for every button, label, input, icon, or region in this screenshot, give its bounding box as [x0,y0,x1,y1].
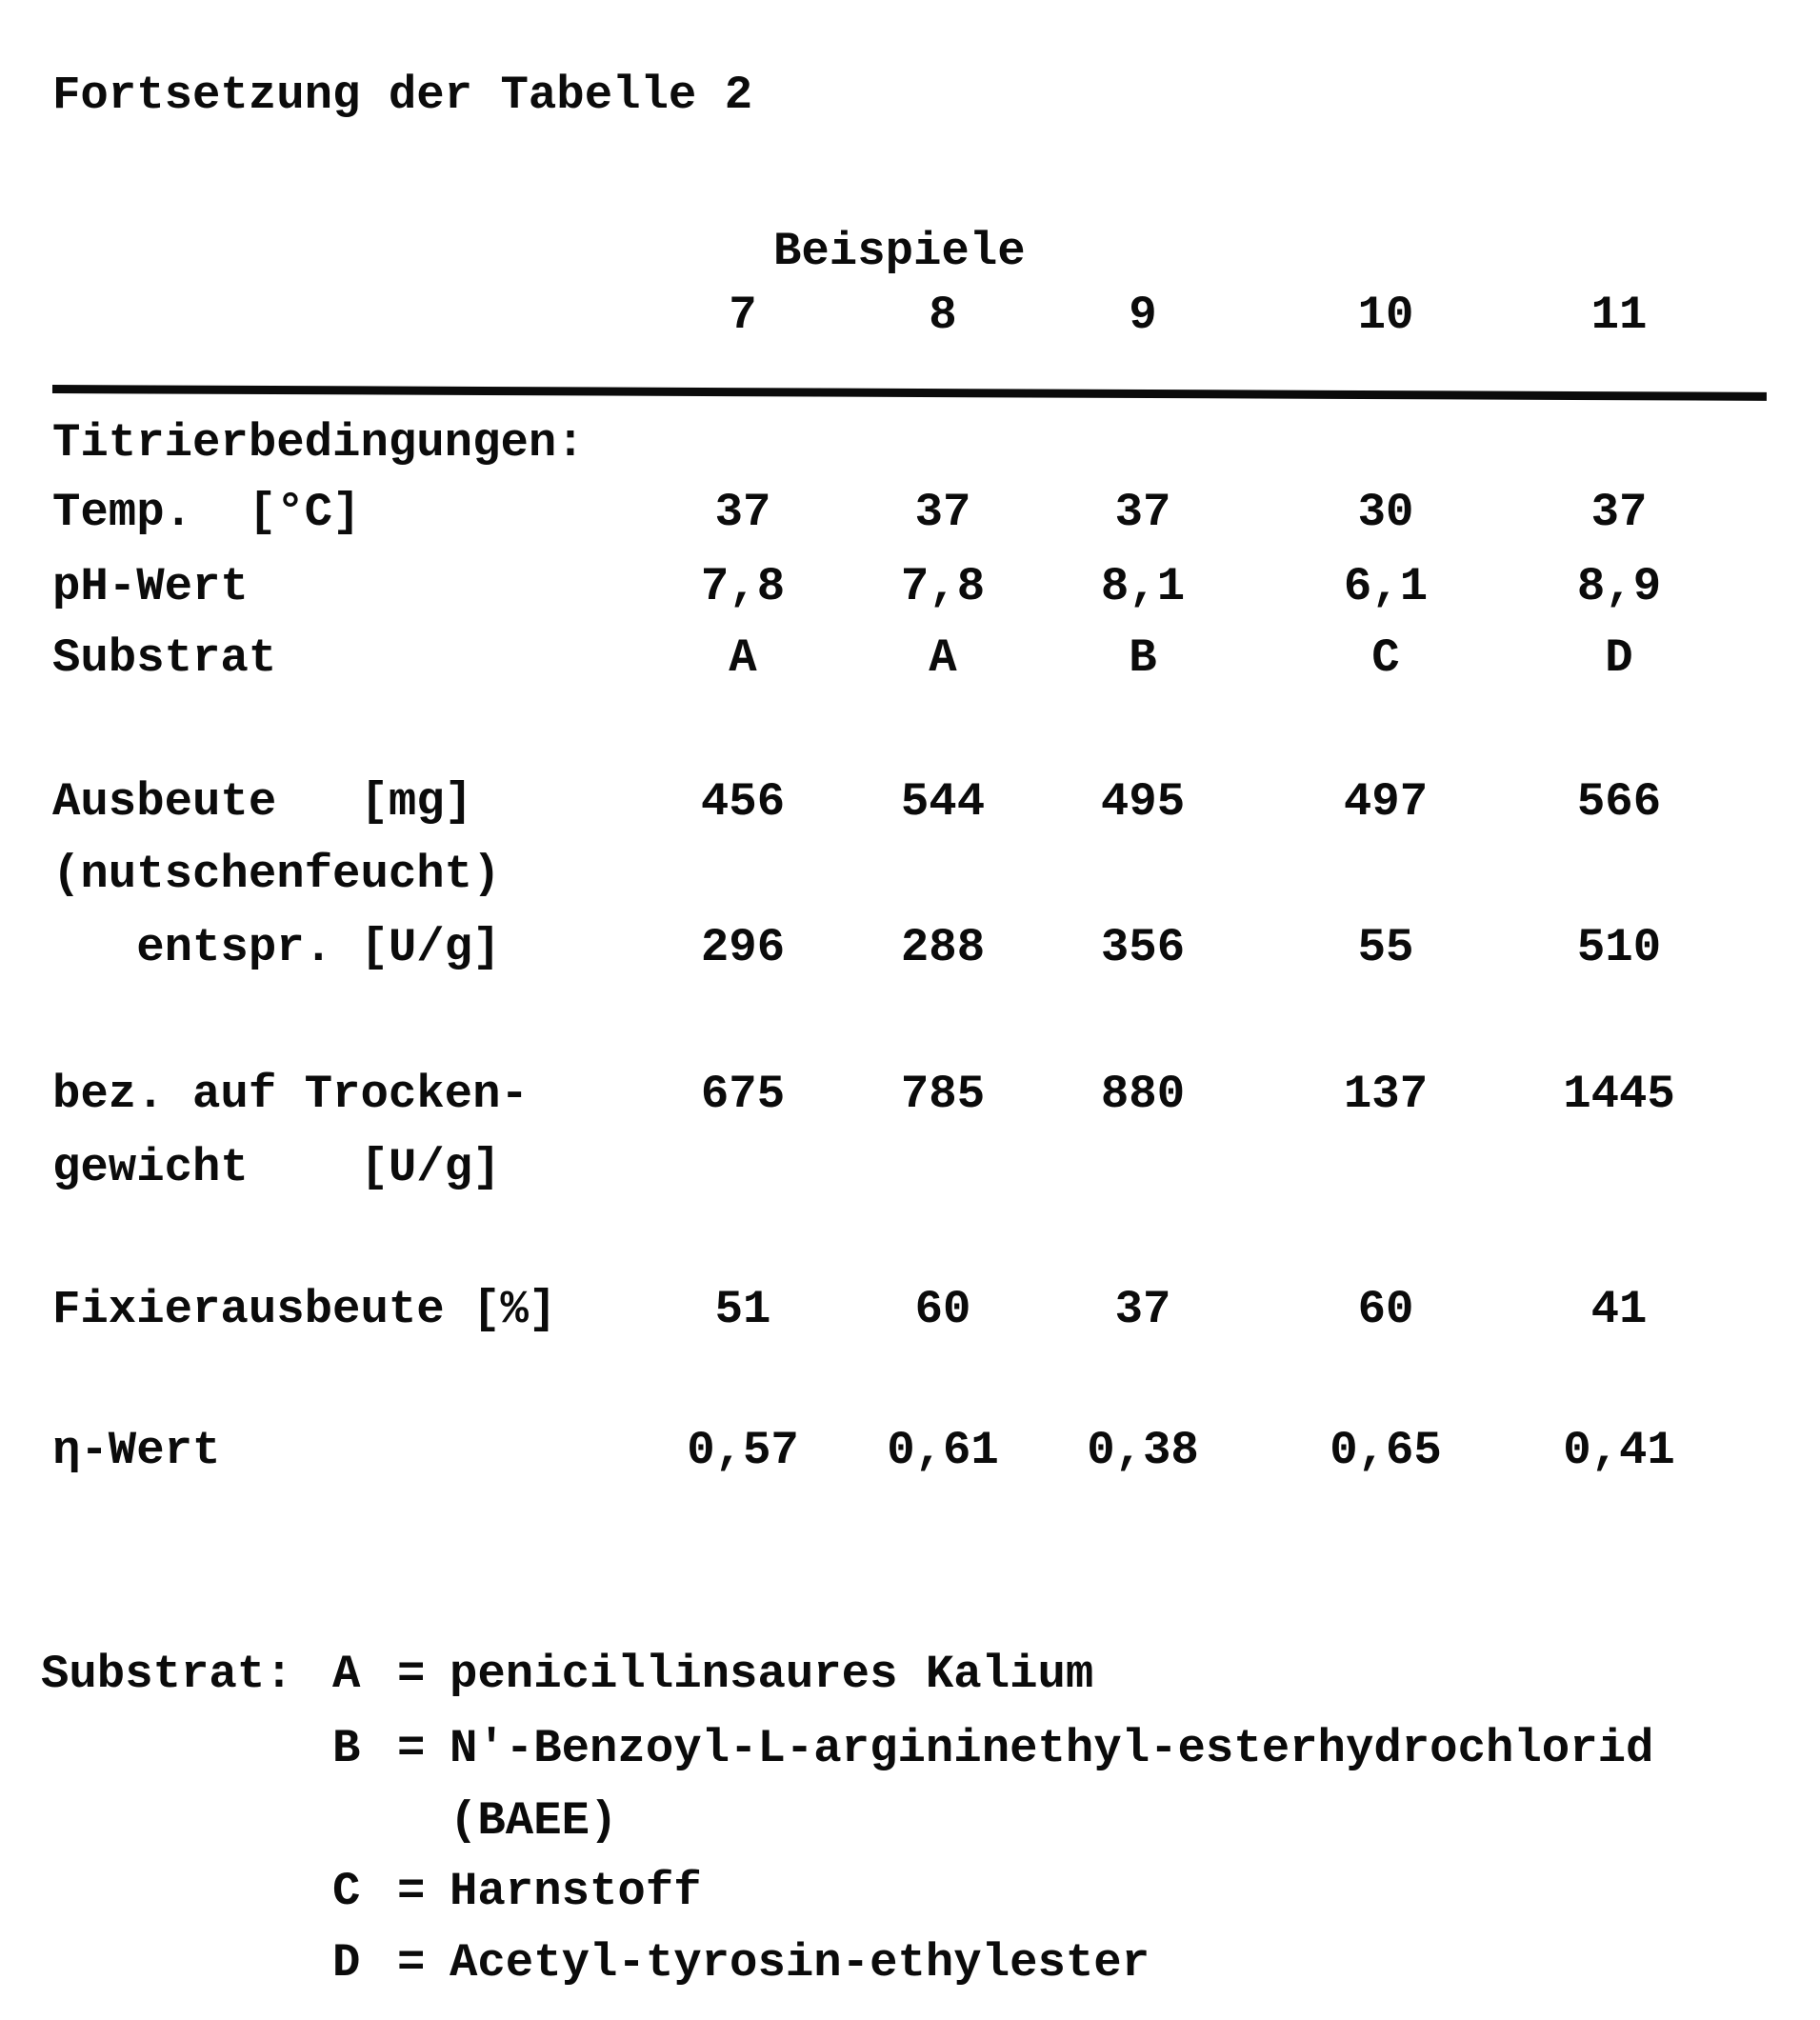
legend-key: D [332,1936,361,1990]
cell-value: 37 [1590,486,1648,539]
table-row: Fixierausbeute [%] 51 60 37 60 41 [0,1283,1705,1336]
cell-value: B [1129,631,1157,685]
row-label: entspr. [U/g] [52,921,501,974]
legend-text: (BAEE) [450,1794,618,1848]
table-row: Substrat A A B C D [0,631,1705,685]
row-label: Fixierausbeute [%] [52,1283,557,1336]
table-row: Titrierbedingungen: [0,416,1705,470]
cell-value: 51 [714,1283,771,1336]
cell-value: 60 [1357,1283,1414,1336]
legend-row: B = N'-Benzoyl-L-argininethyl-esterhydro… [41,1722,1784,1775]
cell-value: 41 [1590,1283,1648,1336]
legend-prefix [41,1722,332,1775]
cell-value: C [1371,631,1400,685]
row-label: pH-Wert [52,560,249,613]
legend-prefix [41,1794,332,1848]
legend-text: N'-Benzoyl-L-argininethyl-esterhydrochlo… [450,1722,1654,1775]
cell-value: 356 [1100,921,1186,974]
cell-value: 8,1 [1100,560,1186,613]
legend-text: Harnstoff [450,1865,702,1918]
cell-value: 495 [1100,775,1186,829]
cell-value: 456 [700,775,786,829]
table-row: gewicht [U/g] [0,1141,1705,1194]
legend-prefix [41,1865,332,1918]
column-header: 11 [1590,289,1648,342]
table-column-header-row: 7 8 9 10 11 [0,289,1705,342]
legend-equals: = [397,1865,426,1918]
row-label: Titrierbedingungen: [52,416,585,470]
row-label: (nutschenfeucht) [52,848,501,901]
legend-row: C = Harnstoff [41,1865,1784,1918]
page-title: Fortsetzung der Tabelle 2 [52,69,753,122]
cell-value: 675 [700,1068,786,1121]
legend-row: (BAEE) [41,1794,1784,1848]
legend-key: A [332,1648,361,1701]
legend-equals: = [397,1648,426,1701]
cell-value: 37 [1114,486,1171,539]
cell-value: 0,41 [1563,1424,1675,1477]
cell-value: 0,65 [1330,1424,1442,1477]
column-header: 8 [929,289,957,342]
table-row: entspr. [U/g] 296 288 356 55 510 [0,921,1705,974]
legend-row: D = Acetyl-tyrosin-ethylester [41,1936,1784,1990]
column-header: 7 [729,289,757,342]
cell-value: 566 [1576,775,1662,829]
row-label: η-Wert [52,1424,221,1477]
table-row: bez. auf Trocken- 675 785 880 137 1445 [0,1068,1705,1121]
row-label: Temp. [°C] [52,486,361,539]
cell-value: 6,1 [1343,560,1429,613]
cell-value: 37 [1114,1283,1171,1336]
column-header: 10 [1357,289,1414,342]
cell-value: 1445 [1563,1068,1675,1121]
cell-value: 497 [1343,775,1429,829]
cell-value: 510 [1576,921,1662,974]
legend-equals: = [397,1722,426,1775]
cell-value: 880 [1100,1068,1186,1121]
cell-value: 0,61 [887,1424,999,1477]
cell-value: 544 [900,775,986,829]
row-label: Substrat [52,631,277,685]
cell-value: 55 [1357,921,1414,974]
cell-value: 37 [714,486,771,539]
legend-key: B [332,1722,361,1775]
cell-value: 0,38 [1087,1424,1199,1477]
cell-value: A [729,631,757,685]
table-row: η-Wert 0,57 0,61 0,38 0,65 0,41 [0,1424,1705,1477]
cell-value: 60 [914,1283,971,1336]
cell-value: D [1605,631,1633,685]
legend-prefix: Substrat: [41,1648,293,1701]
column-header: 9 [1129,289,1157,342]
cell-value: 7,8 [900,560,986,613]
cell-value: 30 [1357,486,1414,539]
cell-value: 296 [700,921,786,974]
legend-prefix [41,1936,332,1990]
table-row: (nutschenfeucht) [0,848,1705,901]
legend-equals: = [397,1936,426,1990]
table-row: Temp. [°C] 37 37 37 30 37 [0,486,1705,539]
table-row: Ausbeute [mg] 456 544 495 497 566 [0,775,1705,829]
cell-value: 288 [900,921,986,974]
row-label: gewicht [U/g] [52,1141,501,1194]
table-row: pH-Wert 7,8 7,8 8,1 6,1 8,9 [0,560,1705,613]
cell-value: 0,57 [687,1424,799,1477]
cell-value: 785 [900,1068,986,1121]
legend-row: Substrat: A = penicillinsaures Kalium [41,1648,1784,1701]
table-top-rule [51,385,1767,401]
legend-key: C [332,1865,361,1918]
cell-value: 7,8 [700,560,786,613]
cell-value: A [929,631,957,685]
cell-value: 137 [1343,1068,1429,1121]
legend-key [332,1794,397,1848]
legend-text: penicillinsaures Kalium [450,1648,1094,1701]
table-group-header: Beispiele [773,225,1026,278]
legend-text: Acetyl-tyrosin-ethylester [450,1936,1150,1990]
cell-value: 8,9 [1576,560,1662,613]
row-label: bez. auf Trocken- [52,1068,529,1121]
cell-value: 37 [914,486,971,539]
legend-equals [397,1794,450,1848]
row-label: Ausbeute [mg] [52,775,473,829]
